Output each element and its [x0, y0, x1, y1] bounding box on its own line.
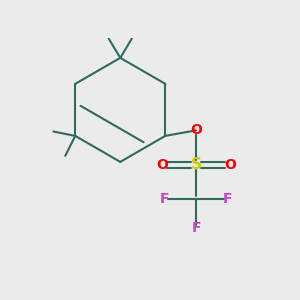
- Text: S: S: [190, 157, 202, 172]
- Text: F: F: [160, 192, 170, 206]
- Text: O: O: [156, 158, 168, 172]
- Text: O: O: [190, 123, 202, 137]
- Text: F: F: [191, 221, 201, 236]
- Text: F: F: [223, 192, 232, 206]
- Text: O: O: [224, 158, 236, 172]
